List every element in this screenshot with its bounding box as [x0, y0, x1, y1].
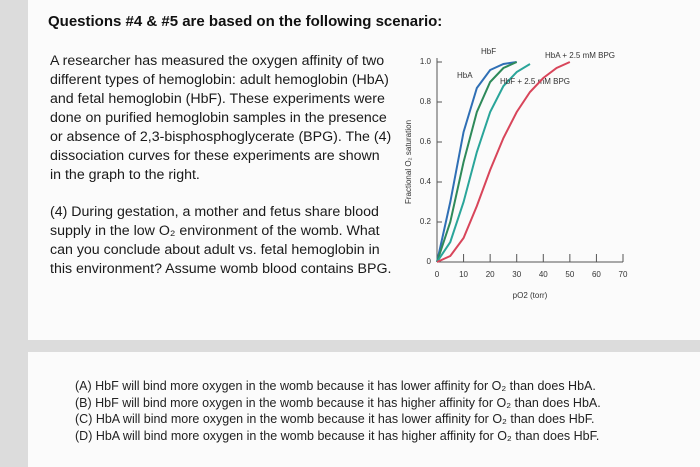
scenario-line: different types of hemoglobin: adult hem…	[50, 72, 389, 88]
option: (D) HbA will bind more oxygen in the wom…	[75, 428, 600, 443]
curve-label: HbF + 2.5 mM BPG	[500, 77, 570, 86]
x-tick-label: 60	[592, 270, 601, 279]
option: (B) HbF will bind more oxygen in the wom…	[75, 395, 601, 410]
x-tick-label: 40	[539, 270, 548, 279]
curve	[436, 61, 517, 263]
scenario-line: in the graph to the right.	[50, 167, 200, 183]
scenario-panel	[28, 0, 700, 340]
scenario-line: A researcher has measured the oxygen aff…	[50, 53, 385, 69]
curve	[436, 63, 531, 263]
curve	[436, 61, 571, 263]
question-line: (4) During gestation, a mother and fetus…	[50, 204, 379, 220]
y-tick-label: 1.0	[420, 57, 432, 66]
y-axis-label: Fractional O₂ saturation	[404, 120, 413, 204]
chart: 0 0.2 0.4 0.6 0.8 1.0 0 10 20 30 40 50 60 70 pO2 (torr…	[404, 47, 628, 300]
options: (A) HbF will bind more oxygen in the wom…	[75, 378, 601, 444]
y-tick-label: 0	[427, 257, 432, 266]
question-line: supply in the low O₂ environment of the …	[50, 223, 380, 239]
question-line: can you conclude about adult vs. fetal h…	[50, 242, 380, 258]
x-tick-label: 30	[512, 270, 521, 279]
question: (4) During gestation, a mother and fetus…	[50, 203, 391, 279]
x-tick-label: 0	[435, 270, 440, 279]
x-tick-label: 20	[486, 270, 495, 279]
y-tick-label: 0.6	[420, 137, 432, 146]
heading: Questions #4 & #5 are based on the follo…	[48, 13, 443, 30]
curve	[436, 61, 518, 263]
x-axis-label: pO2 (torr)	[513, 291, 548, 300]
y-tick-label: 0.2	[420, 217, 432, 226]
option: (C) HbA will bind more oxygen in the wom…	[75, 412, 595, 426]
curve-label: HbA	[457, 71, 473, 80]
x-tick-label: 50	[565, 270, 574, 279]
scenario-line: and fetal hemoglobin (HbF). These experi…	[50, 91, 385, 107]
scenario: A researcher has measured the oxygen aff…	[50, 52, 391, 185]
scenario-line: done on purified hemoglobin samples in t…	[50, 110, 387, 126]
x-tick-label: 10	[459, 270, 468, 279]
y-tick-label: 0.8	[420, 97, 432, 106]
scenario-line: dissociation curves for these experiment…	[50, 148, 380, 164]
x-tick-label: 70	[619, 270, 628, 279]
curve-label: HbA + 2.5 mM BPG	[545, 51, 615, 60]
scenario-line: or absence of 2,3-bisphosphoglycerate (B…	[50, 129, 392, 145]
curve-label: HbF	[481, 47, 496, 56]
question-line: this environment? Assume womb blood cont…	[50, 261, 392, 277]
options-panel	[28, 352, 700, 467]
option: (A) HbF will bind more oxygen in the wom…	[75, 379, 596, 393]
y-tick-label: 0.4	[420, 177, 432, 186]
